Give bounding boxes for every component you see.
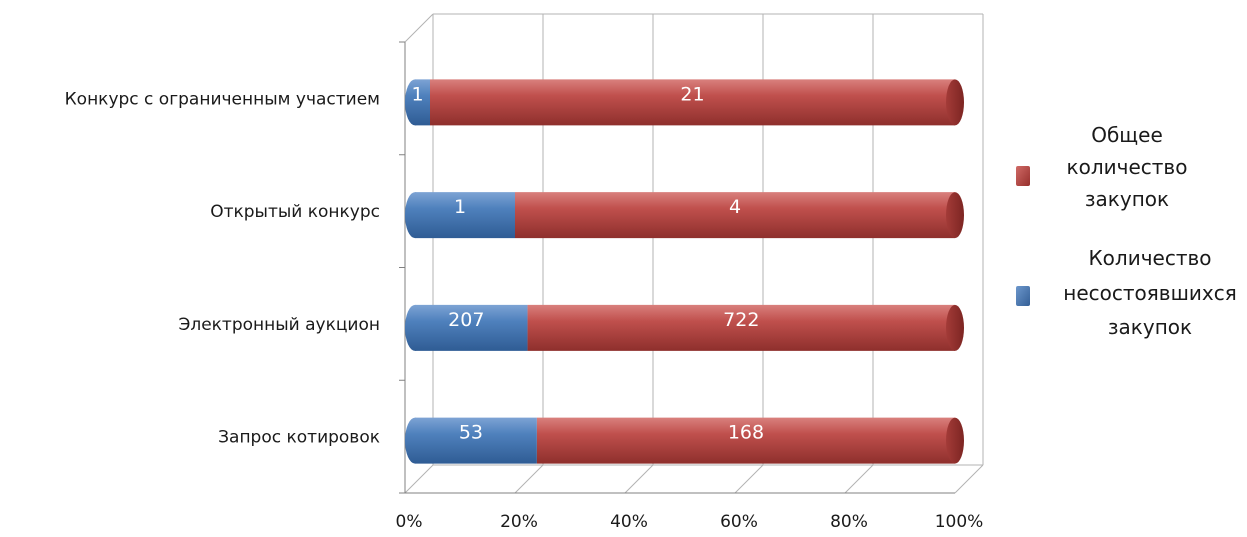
bar-body	[515, 192, 955, 239]
bar-body	[415, 192, 515, 239]
gridline-floor	[734, 464, 764, 494]
bar-segment-failed: 1	[405, 192, 515, 239]
gridline-floor	[514, 464, 544, 494]
gridline-floor	[624, 464, 654, 494]
data-label: 4	[729, 196, 741, 218]
data-label: 53	[459, 422, 483, 444]
gridline-floor	[954, 464, 984, 494]
side-wall-top	[404, 13, 434, 43]
bar-row: 53 168	[405, 417, 964, 464]
gridline-floor	[404, 464, 434, 494]
bar-row: 207 722	[405, 304, 964, 351]
bar-start-cap	[405, 304, 425, 351]
legend-label-failed-line3: закупок	[1108, 315, 1192, 339]
legend-label-failed-line2: несостоявшихся	[1063, 281, 1236, 305]
legend-swatch-total	[1016, 166, 1030, 186]
bar-body	[536, 417, 955, 464]
bar-end-cap	[946, 417, 964, 464]
gridline-floor	[844, 464, 874, 494]
data-label: 1	[454, 196, 466, 218]
bar-segment-total: 168	[536, 417, 964, 464]
data-label: 168	[728, 422, 764, 444]
x-tick-label: 60%	[720, 512, 758, 532]
category-label: Электронный аукцион	[178, 315, 380, 335]
bar-end-cap	[946, 79, 964, 126]
category-label: Открытый конкурс	[210, 202, 380, 222]
bar-segment-total: 722	[527, 304, 964, 351]
x-tick-label: 0%	[396, 512, 423, 532]
bar-end-cap	[946, 192, 964, 239]
category-label: Запрос котировок	[218, 428, 380, 448]
x-tick-labels: 0% 20% 40% 60% 80% 100%	[396, 512, 984, 532]
x-tick-label: 100%	[935, 512, 984, 532]
legend-item-total: Общее количество закупок	[1016, 123, 1187, 211]
category-label: Конкурс с ограниченным участием	[65, 89, 380, 109]
data-label: 1	[411, 83, 423, 105]
bar-body	[415, 304, 528, 351]
legend-label-total-line1: Общее	[1091, 123, 1163, 147]
legend: Общее количество закупок Количество несо…	[1016, 123, 1237, 339]
x-tick-label: 80%	[830, 512, 868, 532]
legend-label-failed-line1: Количество	[1088, 246, 1211, 270]
bar-start-cap	[405, 192, 425, 239]
bar-row: 1 21	[405, 79, 964, 126]
bar-segment-total: 4	[515, 192, 964, 239]
bar-body	[527, 304, 955, 351]
bar-segment-total: 21	[430, 79, 964, 126]
legend-label-total-line3: закупок	[1085, 187, 1169, 211]
data-label: 207	[448, 309, 484, 331]
data-label: 722	[723, 309, 759, 331]
bar-body	[415, 417, 537, 464]
bar-segment-failed: 1	[405, 79, 430, 126]
bar-segment-failed: 207	[405, 304, 528, 351]
x-tick-label: 20%	[500, 512, 538, 532]
bar-body	[430, 79, 955, 126]
legend-swatch-failed	[1016, 286, 1030, 306]
legend-label-total-line2: количество	[1067, 155, 1188, 179]
category-labels: Конкурс с ограниченным участием Открытый …	[65, 89, 380, 447]
bar-segment-failed: 53	[405, 417, 537, 464]
bar-start-cap	[405, 417, 425, 464]
data-label: 21	[680, 83, 704, 105]
x-tick-label: 40%	[610, 512, 648, 532]
bar-end-cap	[946, 304, 964, 351]
legend-item-failed: Количество несостоявшихся закупок	[1016, 246, 1237, 339]
bar-start-cap	[405, 79, 425, 126]
